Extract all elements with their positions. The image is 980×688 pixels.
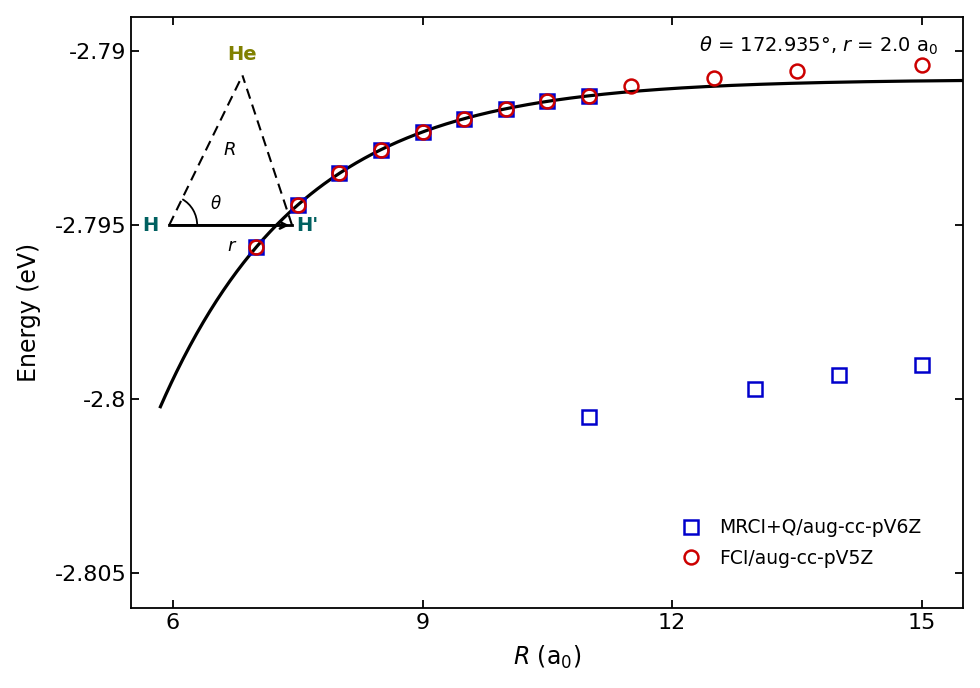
Text: H': H': [296, 216, 318, 235]
Legend: MRCI+Q/aug-cc-pV6Z, FCI/aug-cc-pV5Z: MRCI+Q/aug-cc-pV6Z, FCI/aug-cc-pV5Z: [664, 511, 929, 575]
Text: R: R: [223, 141, 235, 160]
Text: $\theta$ = 172.935°, $r$ = 2.0 a$_0$: $\theta$ = 172.935°, $r$ = 2.0 a$_0$: [699, 34, 939, 56]
Text: $\theta$: $\theta$: [210, 195, 222, 213]
Text: H: H: [142, 216, 159, 235]
X-axis label: $R$ (a$_0$): $R$ (a$_0$): [514, 644, 581, 671]
Text: He: He: [227, 45, 258, 64]
Y-axis label: Energy (eV): Energy (eV): [17, 243, 40, 382]
Text: r: r: [227, 237, 234, 255]
